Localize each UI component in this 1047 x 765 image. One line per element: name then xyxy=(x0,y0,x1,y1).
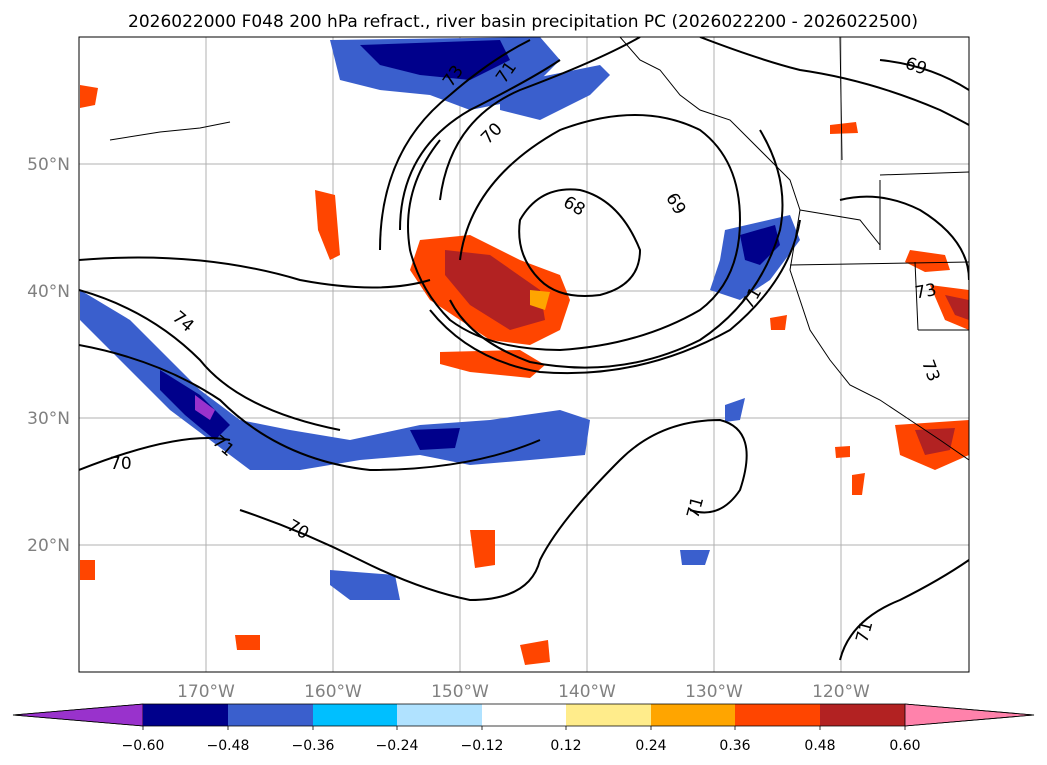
lat-label-40n: 40°N xyxy=(27,282,70,302)
colorbar-tick-label: 0.48 xyxy=(804,738,835,754)
refractivity-contours xyxy=(79,37,969,661)
lat-label-50n: 50°N xyxy=(27,155,70,175)
colorbar: −0.60 −0.48 −0.36 −0.24 −0.12 0.12 0.24 … xyxy=(12,703,1035,754)
lat-label-20n: 20°N xyxy=(27,536,70,556)
negative-region-bc xyxy=(500,65,610,120)
colorbar-bin xyxy=(566,704,651,726)
map-frame xyxy=(78,36,970,673)
longitude-labels: 170°W 160°W 150°W 140°W 130°W 120°W xyxy=(177,682,870,702)
lon-label-140w: 140°W xyxy=(558,682,616,702)
colorbar-bin xyxy=(228,704,313,726)
colorbar-tick-label: 0.60 xyxy=(889,738,920,754)
figure-title: 2026022000 F048 200 hPa refract., river … xyxy=(128,12,918,32)
colorbar-extend-low xyxy=(12,703,144,727)
colorbar-tick-label: 0.24 xyxy=(635,738,666,754)
colorbar-tick-label: −0.12 xyxy=(461,738,504,754)
colorbar-bin xyxy=(397,704,482,726)
colorbar-bin xyxy=(735,704,820,726)
contour-label: 73 xyxy=(913,280,938,303)
negative-region-gulf-alaska-core xyxy=(360,40,510,80)
lon-label-160w: 160°W xyxy=(304,682,362,702)
colorbar-tick-label: −0.60 xyxy=(122,738,165,754)
map-panel: 73 71 70 69 68 69 71 73 73 74 71 70 70 7… xyxy=(78,36,970,673)
colorbar-tick-label: −0.48 xyxy=(207,738,250,754)
colorbar-bin xyxy=(651,704,735,726)
colorbar-bin xyxy=(143,704,228,726)
colorbar-tick-label: 0.36 xyxy=(719,738,750,754)
lon-label-120w: 120°W xyxy=(812,682,870,702)
colorbar-bin xyxy=(313,704,397,726)
contour-label: 70 xyxy=(110,454,132,474)
latitude-labels: 20°N 30°N 40°N 50°N xyxy=(27,155,70,556)
colorbar-bin xyxy=(820,704,905,726)
lon-label-130w: 130°W xyxy=(685,682,743,702)
lon-label-150w: 150°W xyxy=(431,682,489,702)
colorbar-tick-label: −0.36 xyxy=(292,738,335,754)
colorbar-tick-label: −0.24 xyxy=(376,738,419,754)
colorbar-bin xyxy=(482,704,566,726)
coastlines xyxy=(109,37,969,461)
colorbar-extend-high xyxy=(904,703,1035,727)
lat-label-30n: 30°N xyxy=(27,409,70,429)
lon-label-170w: 170°W xyxy=(177,682,235,702)
colorbar-tick-label: 0.12 xyxy=(550,738,581,754)
